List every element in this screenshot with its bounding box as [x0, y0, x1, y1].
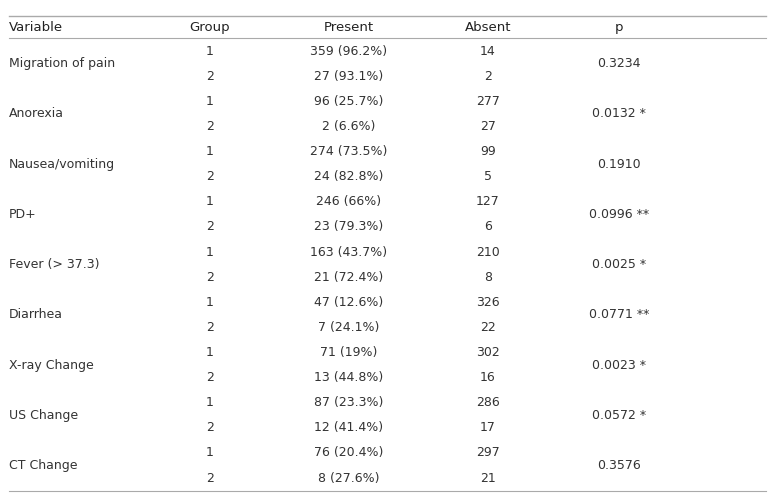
Text: 0.0023 *: 0.0023 *	[592, 358, 646, 372]
Text: 1: 1	[206, 446, 214, 460]
Text: US Change: US Change	[9, 409, 78, 422]
Text: 0.0025 *: 0.0025 *	[592, 258, 646, 271]
Text: 27 (93.1%): 27 (93.1%)	[315, 70, 384, 83]
Text: 24 (82.8%): 24 (82.8%)	[314, 170, 384, 183]
Text: 210: 210	[476, 246, 500, 258]
Text: 1: 1	[206, 296, 214, 309]
Text: CT Change: CT Change	[9, 459, 78, 472]
Text: 1: 1	[206, 45, 214, 58]
Text: 1: 1	[206, 346, 214, 359]
Text: Nausea/vomiting: Nausea/vomiting	[9, 158, 115, 170]
Text: 0.0572 *: 0.0572 *	[592, 409, 646, 422]
Text: 99: 99	[480, 145, 496, 158]
Text: 326: 326	[476, 296, 500, 309]
Text: 13 (44.8%): 13 (44.8%)	[315, 371, 384, 384]
Text: Variable: Variable	[9, 21, 64, 34]
Text: 21 (72.4%): 21 (72.4%)	[315, 271, 384, 284]
Text: 96 (25.7%): 96 (25.7%)	[314, 95, 384, 108]
Text: 7 (24.1%): 7 (24.1%)	[319, 321, 380, 334]
Text: 1: 1	[206, 396, 214, 409]
Text: 27: 27	[480, 120, 496, 133]
Text: 5: 5	[484, 170, 492, 183]
Text: 2: 2	[206, 472, 214, 485]
Text: 1: 1	[206, 195, 214, 208]
Text: Anorexia: Anorexia	[9, 107, 64, 120]
Text: 87 (23.3%): 87 (23.3%)	[314, 396, 384, 409]
Text: PD+: PD+	[9, 208, 37, 221]
Text: 12 (41.4%): 12 (41.4%)	[315, 421, 384, 434]
Text: 359 (96.2%): 359 (96.2%)	[310, 45, 388, 58]
Text: 0.0771 **: 0.0771 **	[589, 308, 649, 321]
Text: 2: 2	[206, 170, 214, 183]
Text: 76 (20.4%): 76 (20.4%)	[314, 446, 384, 460]
Text: 0.0996 **: 0.0996 **	[589, 208, 649, 221]
Text: 1: 1	[206, 145, 214, 158]
Text: Group: Group	[190, 21, 230, 34]
Text: 23 (79.3%): 23 (79.3%)	[315, 220, 384, 234]
Text: X-ray Change: X-ray Change	[9, 358, 94, 372]
Text: 16: 16	[480, 371, 496, 384]
Text: Diarrhea: Diarrhea	[9, 308, 63, 321]
Text: 21: 21	[480, 472, 496, 485]
Text: 163 (43.7%): 163 (43.7%)	[310, 246, 388, 258]
Text: Absent: Absent	[465, 21, 512, 34]
Text: Fever (> 37.3): Fever (> 37.3)	[9, 258, 100, 271]
Text: 6: 6	[484, 220, 492, 234]
Text: 2: 2	[206, 220, 214, 234]
Text: 2: 2	[206, 271, 214, 284]
Text: 2: 2	[484, 70, 492, 83]
Text: 8: 8	[484, 271, 492, 284]
Text: 71 (19%): 71 (19%)	[320, 346, 377, 359]
Text: 2: 2	[206, 421, 214, 434]
Text: 14: 14	[480, 45, 496, 58]
Text: 47 (12.6%): 47 (12.6%)	[315, 296, 384, 309]
Text: 1: 1	[206, 246, 214, 258]
Text: 2: 2	[206, 70, 214, 83]
Text: 1: 1	[206, 95, 214, 108]
Text: 274 (73.5%): 274 (73.5%)	[310, 145, 388, 158]
Text: 2: 2	[206, 120, 214, 133]
Text: 286: 286	[476, 396, 500, 409]
Text: 127: 127	[476, 195, 500, 208]
Text: 0.3234: 0.3234	[598, 57, 641, 70]
Text: 8 (27.6%): 8 (27.6%)	[319, 472, 380, 485]
Text: 17: 17	[480, 421, 496, 434]
Text: 302: 302	[476, 346, 500, 359]
Text: 2: 2	[206, 371, 214, 384]
Text: p: p	[615, 21, 623, 34]
Text: 246 (66%): 246 (66%)	[316, 195, 381, 208]
Text: Migration of pain: Migration of pain	[9, 57, 115, 70]
Text: 2 (6.6%): 2 (6.6%)	[322, 120, 376, 133]
Text: 22: 22	[480, 321, 496, 334]
Text: 297: 297	[476, 446, 500, 460]
Text: Present: Present	[324, 21, 374, 34]
Text: 0.3576: 0.3576	[598, 459, 641, 472]
Text: 0.0132 *: 0.0132 *	[592, 107, 646, 120]
Text: 2: 2	[206, 321, 214, 334]
Text: 0.1910: 0.1910	[598, 158, 641, 170]
Text: 277: 277	[476, 95, 500, 108]
